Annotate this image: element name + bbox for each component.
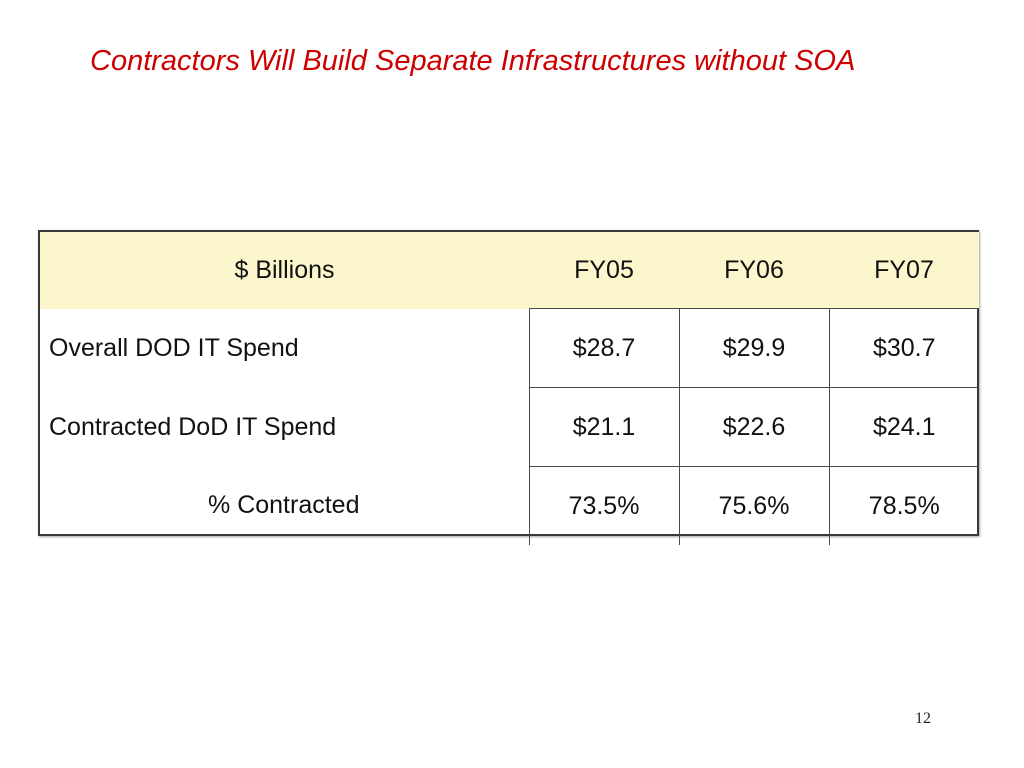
table-cell: $24.1 [828, 387, 979, 467]
table-header-row: $ Billions FY05 FY06 FY07 [40, 232, 979, 309]
header-year-fy05: FY05 [529, 232, 679, 309]
table-cell: $22.6 [678, 387, 830, 467]
table-cell: $29.9 [678, 308, 830, 388]
row-label-contracted-spend: Contracted DoD IT Spend [49, 412, 337, 441]
table-row: % Contracted 73.5% 75.6% 78.5% [40, 466, 979, 545]
spend-table-frame: $ Billions FY05 FY06 FY07 Overall DOD IT… [38, 230, 979, 545]
table-cell: $21.1 [528, 387, 680, 467]
header-label-cell: $ Billions [40, 232, 529, 309]
table-cell: $30.7 [828, 308, 979, 388]
table-cell: 78.5% [828, 466, 979, 545]
header-year-fy07: FY07 [829, 232, 979, 309]
table-cell: $28.7 [528, 308, 680, 388]
header-year-fy06: FY06 [679, 232, 829, 309]
slide-title: Contractors Will Build Separate Infrastr… [90, 45, 856, 77]
row-label-percent-contracted: % Contracted [208, 491, 360, 520]
row-label-overall-spend: Overall DOD IT Spend [49, 333, 299, 362]
table-row: Contracted DoD IT Spend $21.1 $22.6 $24.… [40, 387, 979, 467]
table-cell: 73.5% [528, 466, 680, 545]
it-spend-table: $ Billions FY05 FY06 FY07 Overall DOD IT… [40, 232, 979, 545]
table-row: Overall DOD IT Spend $28.7 $29.9 $30.7 [40, 308, 979, 388]
table-cell: 75.6% [678, 466, 830, 545]
page-number: 12 [915, 710, 931, 727]
